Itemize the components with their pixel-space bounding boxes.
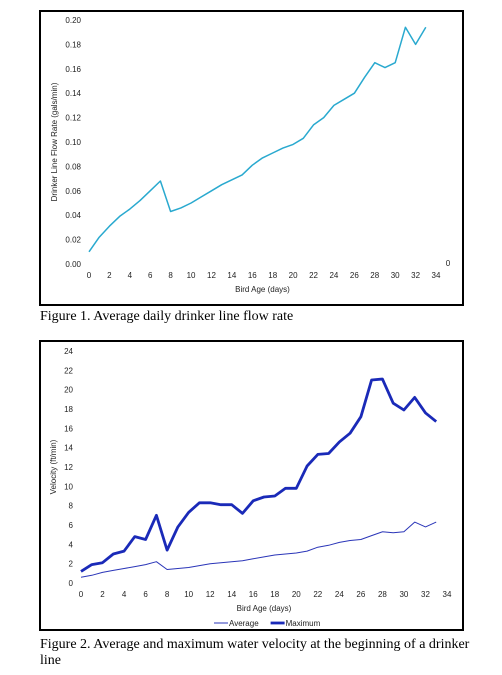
x-tick-label: 30 xyxy=(391,271,400,280)
y-tick-label: 10 xyxy=(64,482,73,491)
x-tick-label: 8 xyxy=(165,590,170,599)
y-tick-label: 0.16 xyxy=(65,65,81,74)
x-tick-label: 6 xyxy=(143,590,148,599)
x-tick-label: 32 xyxy=(421,590,430,599)
x-tick-label: 4 xyxy=(128,271,133,280)
x-tick-label: 22 xyxy=(309,271,318,280)
x-tick-label: 2 xyxy=(107,271,112,280)
x-tick-label: 10 xyxy=(184,590,193,599)
y-tick-label: 24 xyxy=(64,347,73,356)
x-tick-label: 30 xyxy=(399,590,408,599)
x-tick-label: 26 xyxy=(356,590,365,599)
legend-average-label: Average xyxy=(229,619,259,628)
x-axis-title: Bird Age (days) xyxy=(237,604,292,613)
x-tick-label: 34 xyxy=(432,271,441,280)
x-tick-label: 12 xyxy=(207,271,216,280)
y-tick-label: 22 xyxy=(64,366,73,375)
y-tick-label: 16 xyxy=(64,424,73,433)
x-tick-label: 16 xyxy=(249,590,258,599)
y-axis-title: Drinker Line Flow Rate (gals/min) xyxy=(50,82,59,201)
y-tick-label: 0.12 xyxy=(65,114,81,123)
y-tick-label: 0.00 xyxy=(65,260,81,269)
y-tick-label: 4 xyxy=(69,540,74,549)
figure-1-chart: 0.00 0.02 0.04 0.06 0.08 0.10 0.12 0.14 0.16 0.18… xyxy=(39,10,464,306)
x-tick-label: 4 xyxy=(122,590,127,599)
y-axis-title: Velocity (ft/min) xyxy=(49,439,58,494)
maximum-series-line xyxy=(80,377,438,573)
secondary-axis-tick-label: 0 xyxy=(446,259,451,268)
y-tick-label: 20 xyxy=(64,386,73,395)
x-tick-label: 18 xyxy=(270,590,279,599)
x-tick-label: 14 xyxy=(227,590,236,599)
x-tick-label: 10 xyxy=(187,271,196,280)
y-tick-label: 0.18 xyxy=(65,40,81,49)
x-tick-label: 8 xyxy=(168,271,173,280)
x-tick-label: 24 xyxy=(329,271,338,280)
y-tick-label: 0 xyxy=(69,579,74,588)
y-tick-label: 8 xyxy=(69,502,74,511)
figure-2-caption: Figure 2. Average and maximum water velo… xyxy=(40,637,470,668)
x-tick-label: 28 xyxy=(370,271,379,280)
y-tick-label: 2 xyxy=(69,560,74,569)
y-tick-label: 0.06 xyxy=(65,187,81,196)
figure-1-caption: Figure 1. Average daily drinker line flo… xyxy=(40,309,294,324)
figure-2-chart: 0 2 4 6 8 10 12 14 16 18 20 22 24 0 2 4 6 8 10 12 14 16 18 20 22… xyxy=(39,340,464,631)
x-tick-label: 20 xyxy=(292,590,301,599)
y-tick-label: 0.08 xyxy=(65,162,81,171)
x-tick-label: 26 xyxy=(350,271,359,280)
y-tick-label: 0.10 xyxy=(65,138,81,147)
x-tick-label: 32 xyxy=(411,271,420,280)
x-tick-label: 0 xyxy=(79,590,84,599)
y-tick-label: 18 xyxy=(64,405,73,414)
x-tick-label: 2 xyxy=(100,590,105,599)
x-tick-label: 28 xyxy=(378,590,387,599)
y-tick-label: 14 xyxy=(64,444,73,453)
x-tick-label: 0 xyxy=(87,271,92,280)
flow-rate-series-line xyxy=(88,26,427,253)
flow-rate-chart-svg: 0.00 0.02 0.04 0.06 0.08 0.10 0.12 0.14 0.16 0.18… xyxy=(50,16,451,294)
x-tick-label: 24 xyxy=(335,590,344,599)
y-tick-label: 0.04 xyxy=(65,211,81,220)
x-tick-label: 16 xyxy=(248,271,257,280)
y-tick-label: 12 xyxy=(64,463,73,472)
average-series-line xyxy=(80,521,437,578)
legend-maximum-label: Maximum xyxy=(286,619,321,628)
x-tick-label: 12 xyxy=(206,590,215,599)
x-axis-title: Bird Age (days) xyxy=(235,285,290,294)
x-tick-label: 6 xyxy=(148,271,153,280)
x-tick-label: 18 xyxy=(268,271,277,280)
x-tick-label: 20 xyxy=(289,271,298,280)
y-tick-label: 6 xyxy=(69,521,74,530)
x-tick-label: 14 xyxy=(227,271,236,280)
x-tick-label: 34 xyxy=(443,590,452,599)
y-tick-label: 0.20 xyxy=(65,16,81,25)
x-tick-label: 22 xyxy=(313,590,322,599)
y-tick-label: 0.02 xyxy=(65,236,81,245)
y-tick-label: 0.14 xyxy=(65,89,81,98)
